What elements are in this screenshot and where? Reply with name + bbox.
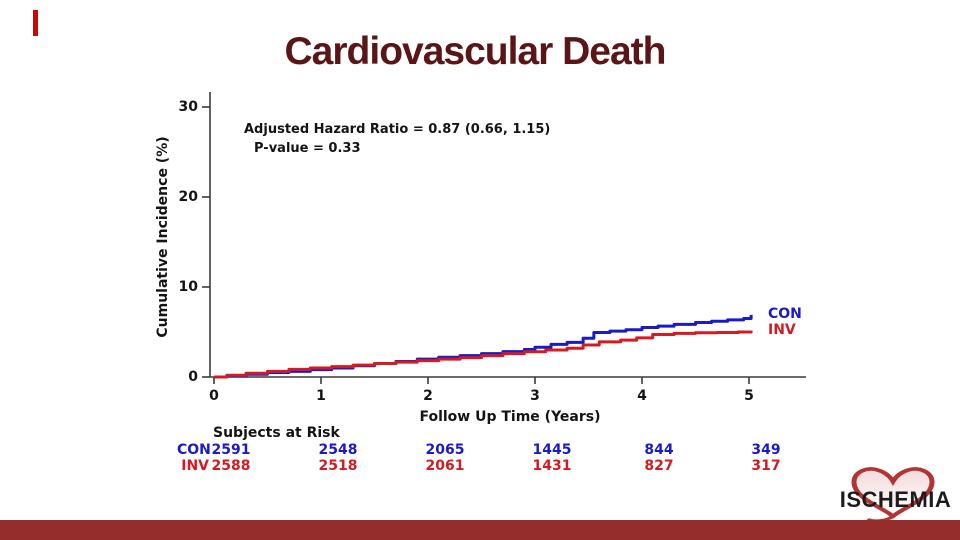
risk-cell: 1431 — [532, 458, 572, 474]
hazard-ratio-annotation: Adjusted Hazard Ratio = 0.87 (0.66, 1.15… — [244, 120, 550, 158]
risk-cell: 844 — [644, 442, 674, 458]
curve-con — [214, 314, 753, 379]
x-tick-label: 2 — [423, 388, 433, 404]
subjects-at-risk-header: Subjects at Risk — [213, 425, 340, 441]
x-tick-label: 5 — [744, 388, 754, 404]
page-title: Cardiovascular Death — [284, 30, 667, 73]
risk-cell: 2548 — [318, 442, 358, 458]
risk-cell: 2588 — [211, 458, 251, 474]
y-tick-label: 20 — [178, 189, 198, 205]
x-tick-label: 0 — [209, 388, 219, 404]
risk-cell: 1445 — [532, 442, 572, 458]
risk-cell: 2061 — [425, 458, 465, 474]
risk-row-label-con: CON — [177, 442, 211, 458]
x-tick-label: 1 — [316, 388, 326, 404]
p-value-text: P-value = 0.33 — [254, 141, 361, 156]
risk-cell: 349 — [751, 442, 781, 458]
hazard-ratio-text: Adjusted Hazard Ratio = 0.87 (0.66, 1.15… — [244, 122, 551, 137]
risk-cell: 2065 — [425, 442, 465, 458]
x-tick-label: 4 — [637, 388, 647, 404]
y-tick-label: 10 — [178, 279, 198, 295]
risk-cell: 827 — [644, 458, 674, 474]
x-axis-title: Follow Up Time (Years) — [419, 409, 601, 425]
risk-cell: 2518 — [318, 458, 358, 474]
risk-cell: 2591 — [211, 442, 251, 458]
curve-label-con: CON — [768, 306, 802, 322]
y-tick-label: 30 — [178, 99, 198, 115]
curve-label-inv: INV — [768, 322, 796, 338]
y-tick-label: 0 — [188, 369, 198, 385]
x-tick-label: 3 — [530, 388, 540, 404]
curve-inv — [214, 330, 753, 379]
text-cursor — [33, 10, 38, 36]
ischemia-logo: ISCHEMIA — [839, 487, 952, 512]
bottom-accent-bar — [0, 520, 960, 540]
risk-cell: 317 — [751, 458, 781, 474]
risk-row-label-inv: INV — [181, 458, 209, 474]
